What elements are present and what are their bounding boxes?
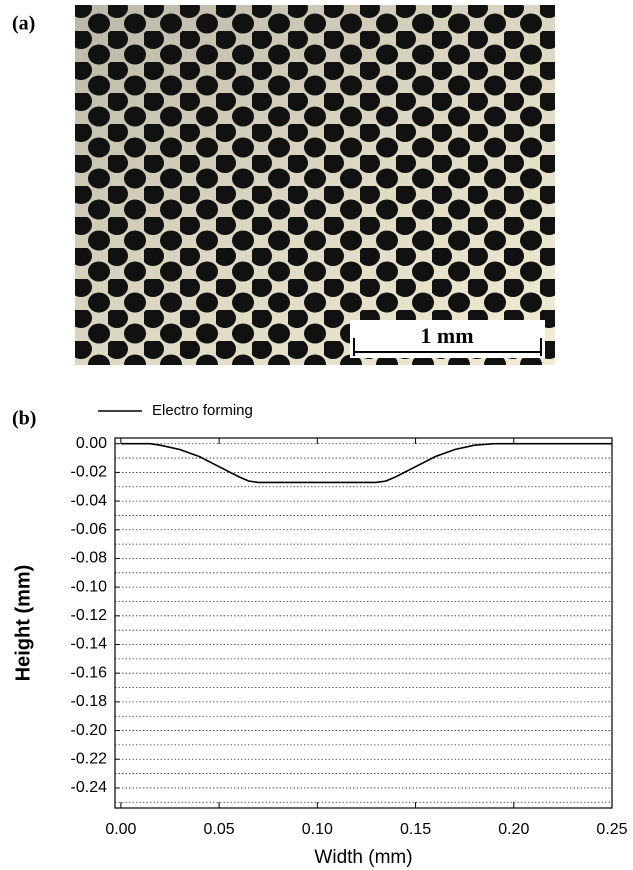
y-tick-label: 0.00 — [76, 435, 107, 452]
y-axis-label: Height (mm) — [12, 565, 34, 682]
micrograph: 1 mm — [75, 5, 555, 365]
x-tick-label: 0.20 — [498, 821, 529, 838]
y-tick-label: -0.08 — [71, 550, 108, 567]
panel-label: (a) — [12, 13, 35, 35]
x-tick-label: 0.00 — [105, 821, 136, 838]
legend-label: Electro forming — [152, 402, 253, 419]
plot-frame — [114, 437, 613, 809]
y-tick-label: -0.18 — [71, 693, 108, 710]
x-tick-label: 0.10 — [302, 821, 333, 838]
y-tick-label: -0.10 — [71, 578, 108, 595]
y-tick-label: -0.06 — [71, 521, 108, 538]
y-tick-label: -0.12 — [71, 607, 108, 624]
y-tick-label: -0.16 — [71, 664, 108, 681]
x-axis-label: Width (mm) — [314, 847, 412, 868]
y-tick-label: -0.22 — [71, 750, 108, 767]
y-tick-label: -0.04 — [71, 492, 108, 509]
y-tick-label: -0.24 — [71, 779, 108, 796]
x-tick-label: 0.05 — [204, 821, 235, 838]
data-line — [120, 442, 612, 484]
x-tick-label: 0.15 — [400, 821, 431, 838]
y-tick-label: -0.02 — [71, 464, 108, 481]
scale-bar-label: 1 mm — [420, 323, 473, 348]
y-tick-label: -0.14 — [71, 636, 108, 653]
x-tick-label: 0.25 — [596, 821, 627, 838]
panel-label: (b) — [12, 408, 36, 430]
y-tick-label: -0.20 — [71, 722, 108, 739]
